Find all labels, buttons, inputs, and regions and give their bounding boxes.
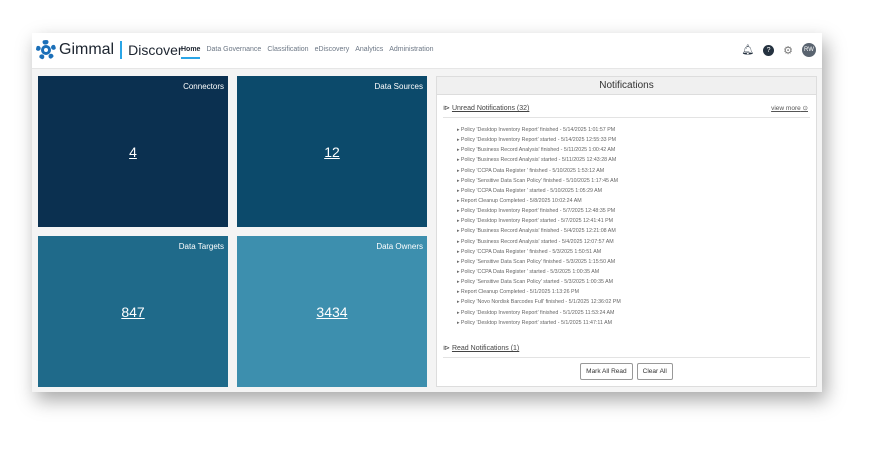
tile-value[interactable]: 3434 [316, 304, 348, 320]
nav-home[interactable]: Home [181, 46, 201, 59]
notification-item[interactable]: Policy 'Business Record Analysis' starte… [457, 155, 621, 165]
tile-title: Data Sources [374, 82, 423, 91]
tile-value[interactable]: 12 [324, 144, 340, 160]
notification-item[interactable]: Policy 'Business Record Analysis' finish… [457, 145, 621, 155]
clear-all-button[interactable]: Clear All [636, 363, 673, 380]
nav-analytics[interactable]: Analytics [355, 46, 384, 53]
settings-gear-icon[interactable]: ⚙ [783, 44, 793, 57]
nav-classification[interactable]: Classification [267, 46, 309, 53]
nav-data-governance[interactable]: Data Governance [206, 46, 262, 53]
notification-item[interactable]: Policy 'Desktop Inventory Report' starte… [457, 318, 621, 328]
main-nav: Home Data Governance Classification eDis… [181, 46, 434, 59]
brand-name: Gimmal [59, 41, 115, 58]
user-avatar[interactable]: RW [802, 43, 816, 57]
notification-item[interactable]: Report Cleanup Completed - 5/1/2025 1:13… [457, 287, 621, 297]
connectors-tile[interactable]: Connectors 4 [38, 76, 228, 227]
divider [120, 41, 123, 59]
notification-item[interactable]: Policy 'Desktop Inventory Report' starte… [457, 135, 621, 145]
tile-title: Data Targets [178, 242, 224, 251]
top-bar: Gimmal Discover Home Data Governance Cla… [32, 33, 822, 69]
panel-title: Notifications [437, 77, 816, 95]
notification-item[interactable]: Policy 'CCPA Data Register ' finished - … [457, 166, 621, 176]
notification-item[interactable]: Policy 'Desktop Inventory Report' finish… [457, 206, 621, 216]
notification-item[interactable]: Policy 'Sensitive Data Scan Policy' fini… [457, 257, 621, 267]
gear-logo-icon [36, 40, 56, 60]
divider [443, 117, 810, 118]
data-targets-tile[interactable]: Data Targets 847 [38, 236, 228, 387]
notification-item[interactable]: Policy 'Desktop Inventory Report' starte… [457, 216, 621, 226]
help-icon[interactable]: ? [763, 44, 775, 56]
tile-title: Data Owners [376, 242, 423, 251]
expand-icon: ⧐ [443, 105, 450, 112]
tile-value[interactable]: 847 [121, 304, 145, 320]
unread-notifications-toggle[interactable]: ⧐ Unread Notifications (32) [443, 105, 530, 112]
view-more-link[interactable]: view more ⊙ [771, 105, 808, 112]
logo[interactable]: Gimmal Discover [36, 40, 183, 60]
bell-icon[interactable]: 🔔︎ [741, 44, 755, 56]
notification-list: Policy 'Desktop Inventory Report' finish… [457, 125, 621, 328]
notification-item[interactable]: Policy 'Novo Nordisk Barcodes Full' fini… [457, 297, 621, 307]
data-owners-tile[interactable]: Data Owners 3434 [237, 236, 427, 387]
expand-icon: ⧐ [443, 345, 450, 352]
mark-all-read-button[interactable]: Mark All Read [580, 363, 633, 380]
data-sources-tile[interactable]: Data Sources 12 [237, 76, 427, 227]
app-window: Gimmal Discover Home Data Governance Cla… [32, 33, 822, 392]
notification-item[interactable]: Policy 'CCPA Data Register ' started - 5… [457, 186, 621, 196]
divider [443, 357, 810, 358]
notifications-panel: Notifications ⧐ Unread Notifications (32… [436, 76, 817, 387]
nav-ediscovery[interactable]: eDiscovery [314, 46, 350, 53]
notification-item[interactable]: Policy 'Sensitive Data Scan Policy' star… [457, 277, 621, 287]
nav-administration[interactable]: Administration [389, 46, 434, 53]
read-notifications-toggle[interactable]: ⧐ Read Notifications (1) [443, 345, 520, 352]
notification-item[interactable]: Policy 'CCPA Data Register ' finished - … [457, 247, 621, 257]
notification-item[interactable]: Policy 'Desktop Inventory Report' finish… [457, 308, 621, 318]
notification-item[interactable]: Report Cleanup Completed - 5/8/2025 10:0… [457, 196, 621, 206]
notification-item[interactable]: Policy 'Business Record Analysis' starte… [457, 237, 621, 247]
notification-item[interactable]: Policy 'Sensitive Data Scan Policy' fini… [457, 176, 621, 186]
notification-item[interactable]: Policy 'Business Record Analysis' finish… [457, 226, 621, 236]
product-name: Discover [128, 42, 183, 58]
tile-title: Connectors [183, 82, 224, 91]
tile-value[interactable]: 4 [129, 144, 137, 160]
notification-item[interactable]: Policy 'Desktop Inventory Report' finish… [457, 125, 621, 135]
notification-item[interactable]: Policy 'CCPA Data Register ' started - 5… [457, 267, 621, 277]
